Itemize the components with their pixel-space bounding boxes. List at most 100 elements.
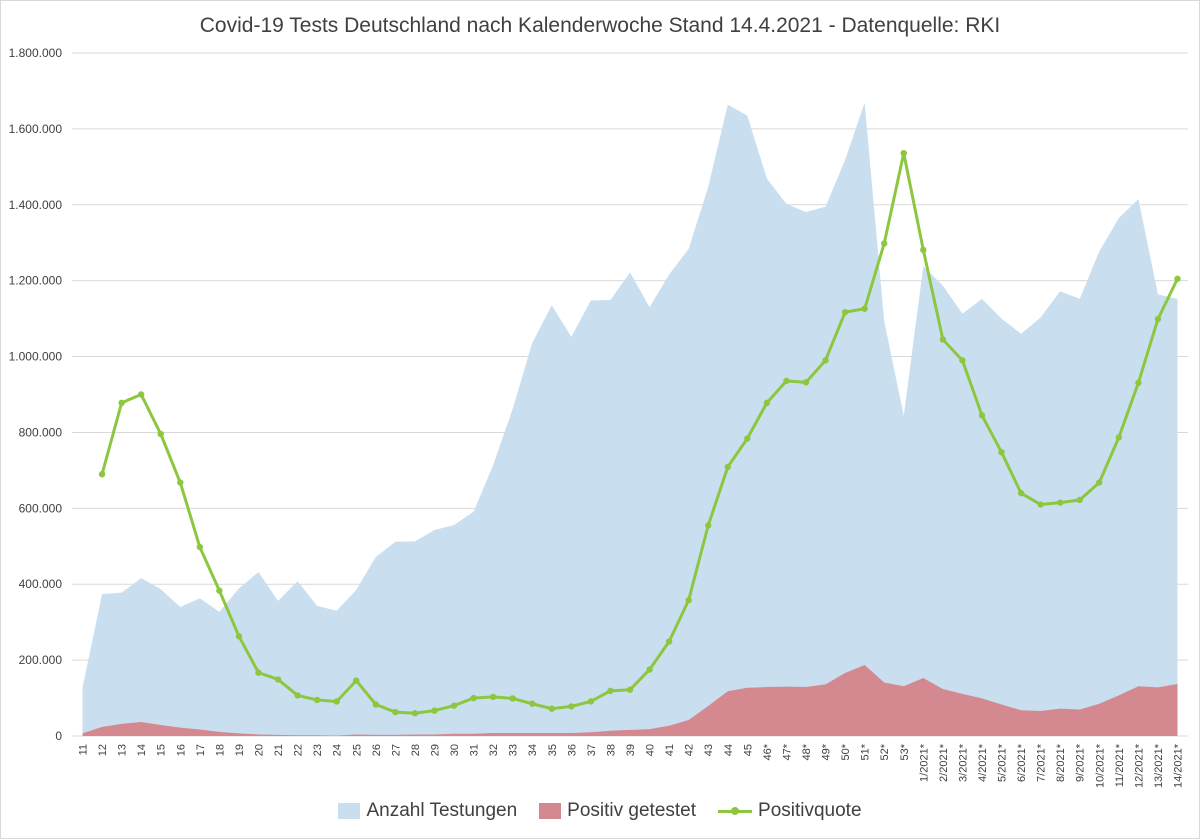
point-positivquote — [196, 543, 204, 551]
point-positivquote — [1037, 501, 1044, 508]
x-tick-label: 40 — [645, 744, 657, 756]
x-tick-label: 7/2021* — [1036, 743, 1048, 782]
point-positivquote — [705, 522, 712, 529]
point-positivquote — [607, 687, 614, 695]
point-positivquote — [802, 379, 810, 386]
point-positivquote — [763, 399, 771, 407]
x-tick-label: 44 — [723, 744, 735, 756]
x-tick-label: 12 — [97, 744, 109, 756]
point-positivquote — [998, 448, 1005, 456]
point-positivquote — [137, 391, 145, 398]
point-positivquote — [685, 596, 692, 604]
y-tick-label: 1.800.000 — [9, 46, 63, 60]
x-tick-label: 32 — [488, 744, 500, 756]
x-tick-label: 47* — [781, 743, 793, 760]
x-tick-label: 42 — [684, 744, 696, 756]
point-positivquote — [822, 357, 829, 364]
point-positivquote — [1017, 489, 1025, 497]
x-tick-label: 28 — [410, 744, 422, 756]
y-tick-label: 1.200.000 — [9, 274, 63, 288]
legend-item-rate: Positivquote — [718, 800, 862, 822]
x-tick-label: 45 — [742, 744, 754, 756]
line-positivquote — [100, 151, 1179, 715]
x-tick-label: 24 — [332, 744, 344, 756]
x-tick-label: 27 — [390, 744, 402, 756]
x-tick-label: 11/2021* — [1114, 743, 1126, 787]
x-tick-label: 38 — [605, 744, 617, 756]
x-tick-label: 51* — [860, 743, 872, 760]
point-positivquote — [783, 377, 790, 385]
area-series — [82, 102, 1178, 736]
x-tick-label: 18 — [214, 744, 226, 756]
x-tick-label: 49* — [821, 743, 833, 760]
point-positivquote — [509, 695, 516, 702]
x-tick-label: 12/2021* — [1133, 743, 1145, 788]
line-series — [98, 149, 1181, 717]
area-positive — [82, 665, 1178, 736]
x-tick-label: 13 — [117, 744, 129, 756]
x-tick-label: 48* — [801, 743, 813, 760]
legend-item-positive: Positiv getestet — [539, 800, 696, 822]
legend: Anzahl Testungen Positiv getestet Positi… — [0, 800, 1200, 822]
point-positivquote — [1096, 479, 1103, 486]
x-tick-label: 26 — [371, 744, 383, 756]
point-positivquote — [1115, 434, 1123, 441]
legend-swatch-rate — [718, 803, 753, 819]
x-tick-label: 3/2021* — [957, 743, 969, 782]
x-tick-label: 8/2021* — [1055, 743, 1067, 782]
point-positivquote — [1154, 315, 1162, 323]
legend-swatch-tests — [338, 803, 361, 819]
legend-label-rate: Positivquote — [758, 800, 862, 821]
x-tick-label: 39 — [625, 744, 637, 756]
x-tick-label: 41 — [664, 744, 676, 756]
point-positivquote — [313, 696, 321, 704]
point-positivquote — [646, 666, 653, 673]
point-positivquote — [1135, 379, 1142, 386]
x-tick-label: 20 — [253, 744, 265, 756]
point-positivquote — [939, 336, 947, 343]
legend-label-positive: Positiv getestet — [567, 800, 697, 821]
y-tick-label: 1.600.000 — [9, 122, 63, 136]
point-positivquote — [431, 707, 438, 714]
x-tick-label: 35 — [547, 744, 559, 756]
point-positivquote — [392, 708, 399, 716]
y-tick-label: 1.000.000 — [9, 350, 63, 364]
legend-label-tests: Anzahl Testungen — [366, 800, 518, 821]
x-tick-label: 6/2021* — [1016, 743, 1028, 782]
x-tick-label: 15 — [156, 744, 168, 756]
x-tick-label: 16 — [175, 744, 187, 756]
chart-title: Covid-19 Tests Deutschland nach Kalender… — [199, 14, 1001, 37]
x-tick-label: 19 — [234, 744, 246, 756]
point-positivquote — [880, 240, 888, 247]
point-positivquote — [920, 246, 927, 254]
x-tick-label: 33 — [508, 744, 520, 756]
y-tick-label: 200.000 — [19, 653, 63, 667]
y-tick-label: 1.400.000 — [9, 198, 63, 212]
point-positivquote — [900, 149, 907, 157]
axis-labels: 0 200.000 400.000 600.000 800.000 1.000.000 1.… — [9, 46, 1185, 788]
x-tick-label: 52* — [879, 743, 891, 760]
point-positivquote — [1076, 496, 1083, 504]
x-tick-label: 11 — [78, 744, 90, 755]
area-tests — [82, 102, 1178, 736]
x-tick-label: 22 — [293, 744, 305, 756]
point-positivquote — [255, 669, 262, 676]
y-tick-label: 400.000 — [19, 577, 63, 591]
legend-swatch-positive — [539, 803, 562, 819]
point-positivquote — [157, 430, 164, 438]
point-positivquote — [274, 676, 282, 683]
point-positivquote — [98, 470, 106, 478]
x-tick-label: 53* — [899, 743, 911, 760]
point-positivquote — [294, 692, 301, 699]
x-tick-label: 14/2021* — [1173, 743, 1185, 788]
point-positivquote — [118, 399, 125, 407]
point-positivquote — [665, 638, 673, 645]
x-tick-label: 17 — [195, 744, 207, 756]
x-tick-label: 4/2021* — [977, 743, 989, 782]
x-tick-label: 29 — [429, 744, 441, 756]
y-tick-label: 800.000 — [19, 425, 63, 439]
x-tick-label: 1/2021* — [918, 743, 930, 782]
point-positivquote — [450, 702, 458, 709]
x-tick-label: 5/2021* — [997, 743, 1009, 782]
